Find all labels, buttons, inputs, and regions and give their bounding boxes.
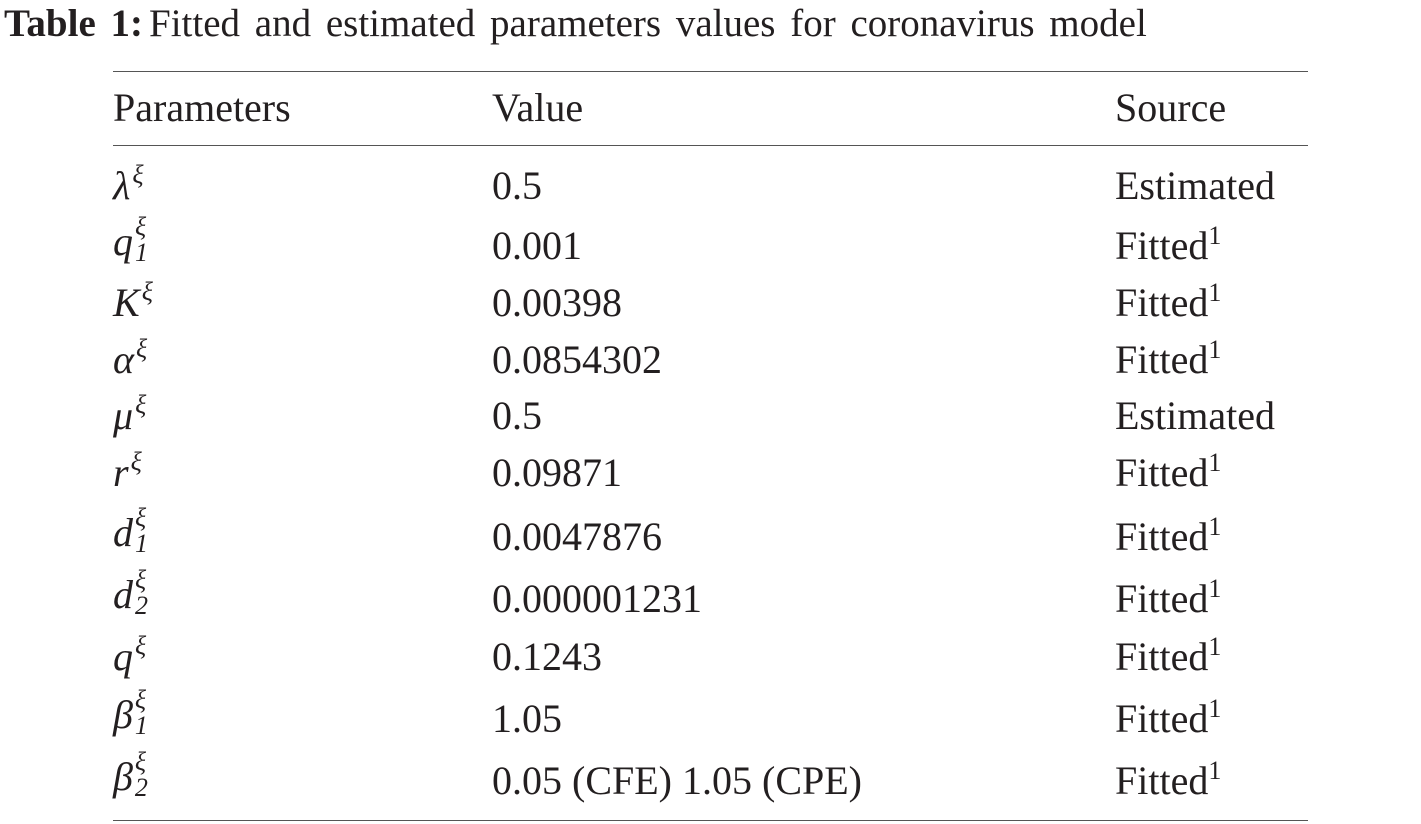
parameter-symbol: β — [113, 754, 133, 800]
parameter: αξ — [113, 336, 147, 382]
superscript: ξ — [141, 277, 153, 306]
source-text: Fitted — [1115, 280, 1209, 325]
footnote-mark: 1 — [1208, 632, 1222, 661]
parameter: qξ — [113, 633, 146, 679]
subscript: 1 — [135, 238, 148, 267]
value: 0.09871 — [492, 450, 622, 495]
superscript: ξ — [136, 334, 148, 363]
parameter: rξ — [113, 449, 142, 495]
superscript: ξ — [130, 447, 142, 476]
subscript: 2 — [135, 591, 148, 620]
superscript: ξ — [135, 631, 147, 660]
value: 0.000001231 — [492, 576, 702, 621]
source-text: Fitted — [1115, 576, 1209, 621]
superscript: ξ — [134, 747, 147, 776]
footnote-mark: 1 — [1208, 574, 1222, 603]
parameter-symbol: λ — [113, 163, 131, 208]
parameter: Kξ — [113, 279, 153, 325]
bottom-rule — [113, 820, 1308, 821]
footnote-mark: 1 — [1208, 278, 1222, 307]
source-text: Estimated — [1115, 393, 1275, 438]
source-text: Fitted — [1115, 514, 1209, 559]
value: 0.0047876 — [492, 514, 662, 559]
value: 0.1243 — [492, 634, 602, 679]
source: Estimated — [1115, 396, 1275, 436]
value: 1.05 — [492, 696, 562, 741]
parameter: μξ — [113, 392, 146, 438]
superscript: ξ — [135, 212, 147, 241]
parameter-symbol: d — [113, 510, 133, 556]
source: Fitted1 — [1115, 280, 1221, 325]
header-cell: Parameters — [113, 85, 291, 130]
caption-text: Fitted and estimated parameters values f… — [149, 2, 1147, 45]
source: Fitted1 — [1115, 634, 1221, 679]
source: Estimated — [1115, 166, 1275, 206]
superscript: ξ — [134, 685, 147, 714]
value: 0.05 (CFE) 1.05 (CPE) — [492, 758, 862, 803]
footnote-mark: 1 — [1208, 221, 1222, 250]
source: Fitted1 — [1115, 758, 1221, 803]
superscript: ξ — [132, 160, 144, 189]
header-cell: Source — [1115, 85, 1227, 130]
value: 0.5 — [492, 393, 542, 438]
subscript: 1 — [135, 529, 148, 558]
parameter-symbol: d — [113, 572, 133, 618]
source-text: Fitted — [1115, 696, 1209, 741]
footnote-mark: 1 — [1208, 335, 1222, 364]
source-text: Fitted — [1115, 450, 1209, 495]
footnote-mark: 1 — [1208, 512, 1222, 541]
value: 0.5 — [492, 163, 542, 208]
parameter: λξ — [113, 162, 143, 208]
value: 0.001 — [492, 223, 582, 268]
source-text: Fitted — [1115, 337, 1209, 382]
value: 0.0854302 — [492, 337, 662, 382]
caption-label: Table 1: — [4, 2, 144, 45]
source-text: Estimated — [1115, 163, 1275, 208]
parameter-symbol: μ — [113, 393, 134, 438]
subscript: 1 — [134, 711, 148, 740]
caption: Table 1: Fitted and estimated parameters … — [4, 4, 1147, 43]
source: Fitted1 — [1115, 514, 1221, 559]
footnote-mark: 1 — [1208, 448, 1222, 477]
header-cell: Value — [492, 85, 584, 130]
superscript: ξ — [135, 503, 147, 532]
source: Fitted1 — [1115, 337, 1221, 382]
parameter-symbol: q — [113, 634, 133, 679]
source: Fitted1 — [1115, 223, 1221, 268]
source: Fitted1 — [1115, 576, 1221, 621]
parameter-symbol: r — [113, 450, 129, 495]
value: 0.00398 — [492, 280, 622, 325]
parameter-symbol: α — [113, 337, 134, 382]
subscript: 2 — [134, 773, 148, 802]
source-text: Fitted — [1115, 223, 1209, 268]
source-text: Fitted — [1115, 758, 1209, 803]
parameter-symbol: β — [113, 692, 133, 738]
footnote-mark: 1 — [1208, 694, 1222, 723]
source: Fitted1 — [1115, 450, 1221, 495]
parameter-symbol: K — [113, 280, 140, 325]
top-rule — [113, 71, 1308, 72]
source-text: Fitted — [1115, 634, 1209, 679]
superscript: ξ — [135, 390, 147, 419]
source: Fitted1 — [1115, 696, 1221, 741]
header-rule — [113, 145, 1308, 146]
parameter-symbol: q — [113, 219, 133, 265]
superscript: ξ — [135, 565, 147, 594]
footnote-mark: 1 — [1208, 756, 1222, 785]
